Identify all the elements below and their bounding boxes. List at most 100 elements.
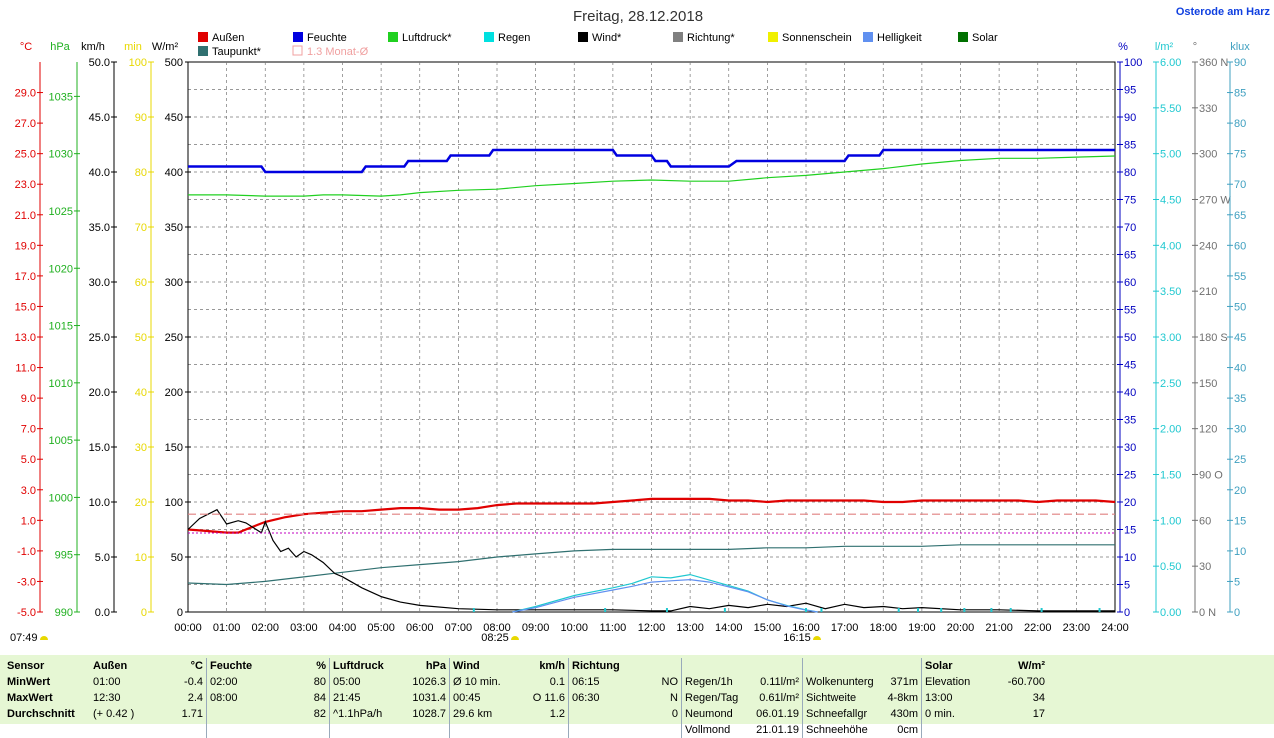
temp-tick-label: 21.0 xyxy=(15,210,36,222)
summary-cell-r-t xyxy=(568,722,645,738)
summary-cell-label: MinWert xyxy=(7,676,51,688)
direction-tick-label: 180 S xyxy=(1199,332,1228,344)
solar-tick-label: 150 xyxy=(165,442,183,454)
sun-icon xyxy=(40,636,48,640)
temp-tick-label: 15.0 xyxy=(15,301,36,313)
lux-tick-label: 75 xyxy=(1234,149,1246,161)
direction-tick-label: 0 N xyxy=(1199,607,1216,619)
lux-tick-label: 35 xyxy=(1234,393,1246,405)
humidity-tick-label: 95 xyxy=(1124,85,1136,97)
summary-cell-w-v: 0.1 xyxy=(549,676,565,688)
rain-tick-label: 0.00 xyxy=(1160,607,1181,619)
summary-cell-x1v: 0.11l/m² xyxy=(760,676,799,688)
summary-cell-label: MaxWert xyxy=(7,692,53,704)
lux-tick-label: 85 xyxy=(1234,88,1246,100)
time-tick-label: 03:00 xyxy=(290,622,318,634)
hdr-aussen: Außen xyxy=(93,660,128,672)
legend-swatch xyxy=(673,32,683,42)
solar-tick-label: 50 xyxy=(171,552,183,564)
summary-cell-r-v xyxy=(645,722,682,738)
summary-cell-l-v: 1026.3 xyxy=(412,676,446,688)
location-label: Osterode am Harz xyxy=(1176,6,1271,18)
lux-tick-label: 45 xyxy=(1234,332,1246,344)
legend-1-3-monat: 1.3 Monat-Ø xyxy=(292,45,369,58)
direction-tick-label: 90 O xyxy=(1199,470,1223,482)
time-tick-label: 07:00 xyxy=(445,622,473,634)
wind-tick-label: 35.0 xyxy=(89,222,110,234)
summary-cell-f-v: 82 xyxy=(313,708,326,720)
summary-cell-x2: Sichtweite xyxy=(802,690,881,706)
lux-tick-label: 65 xyxy=(1234,210,1246,222)
time-tick-label: 21:00 xyxy=(985,622,1013,634)
pressure-tick-label: 1025 xyxy=(49,206,73,218)
solar-tick-label: 250 xyxy=(165,332,183,344)
time-tick-label: 11:00 xyxy=(600,622,627,634)
sunrise-label: 08:25 xyxy=(481,632,509,644)
legend-label: Feuchte xyxy=(307,32,347,44)
sun-tick-label: 90 xyxy=(135,112,147,124)
summary-cell-w-t: 29.6 km xyxy=(449,706,518,722)
time-tick-label: 08:00 xyxy=(483,622,511,634)
series-wind xyxy=(187,508,1115,612)
sun-tick-label: 50 xyxy=(135,332,147,344)
hdr-extra1-val xyxy=(746,658,803,674)
lux-tick-label: 10 xyxy=(1234,546,1246,558)
axes: °C hPa km/h min W/m²% l/m² ° klux 29.0 27.0 25.0 23… xyxy=(10,41,1250,644)
sun-tick-label: 40 xyxy=(135,387,147,399)
legend-swatch xyxy=(198,46,208,56)
legend-swatch xyxy=(292,45,303,56)
hdr-richtung: Richtung xyxy=(568,658,645,674)
sun-tick-label: 0 xyxy=(141,607,147,619)
time-tick-label: 01:00 xyxy=(213,622,241,634)
legend-helligkeit: Helligkeit xyxy=(863,32,922,44)
summary-cell-s-v: 34 xyxy=(1032,692,1045,704)
summary-cell-r-v: N xyxy=(670,692,678,704)
temp-tick-label: 7.0 xyxy=(21,424,36,436)
summary-cell-x1: Regen/Tag xyxy=(681,690,746,706)
direction-tick-label: 210 xyxy=(1199,286,1217,298)
axis-unit-direction: ° xyxy=(1193,41,1197,53)
summary-cell-x2: Schneefallgr xyxy=(802,706,881,722)
summary-cell-a-t: 12:30 xyxy=(93,692,121,704)
axis-unit-pressure: hPa xyxy=(50,41,70,53)
series-taupunkt xyxy=(187,544,1115,586)
summary-cell-w-v: 1.2 xyxy=(549,708,565,720)
axis-unit-solar: W/m² xyxy=(152,41,179,53)
pressure-tick-label: 1000 xyxy=(49,492,73,504)
direction-tick-label: 120 xyxy=(1199,424,1217,436)
direction-tick-label: 240 xyxy=(1199,240,1217,252)
rain-tick-label: 0.50 xyxy=(1160,561,1181,573)
humidity-tick-label: 35 xyxy=(1124,415,1136,427)
summary-cell-r-t: 06:30 xyxy=(568,690,645,706)
wind-tick-label: 5.0 xyxy=(95,552,110,564)
legend: Außen Feuchte Luftdruck* Regen Wind* Richtung… xyxy=(198,32,998,58)
time-tick-label: 20:00 xyxy=(947,622,975,634)
legend-label: Taupunkt* xyxy=(212,46,262,58)
summary-cell-r-t: 06:15 xyxy=(568,674,645,690)
solar-tick-label: 200 xyxy=(165,387,183,399)
rain-tick-label: 6.00 xyxy=(1160,57,1181,69)
humidity-tick-label: 45 xyxy=(1124,360,1136,372)
sun-tick-label: 80 xyxy=(135,167,147,179)
summary-cell-s-v: -60.700 xyxy=(1007,676,1045,688)
hdr-feuchte: Feuchte xyxy=(206,658,285,674)
time-tick-label: 18:00 xyxy=(869,622,897,634)
legend-label: 1.3 Monat-Ø xyxy=(307,46,369,58)
summary-cell-w-v xyxy=(518,722,569,738)
legend-au-en: Außen xyxy=(198,32,244,44)
legend-solar: Solar xyxy=(958,32,998,44)
temp-tick-label: 27.0 xyxy=(15,118,36,130)
hdr-feuchte-unit: % xyxy=(316,660,326,672)
summary-cell-s-v xyxy=(992,722,1048,738)
time-tick-label: 24:00 xyxy=(1101,622,1129,634)
sunset-label: 16:15 xyxy=(783,632,811,644)
summary-cell-a-v xyxy=(156,722,207,738)
summary-cell-x2v: 4-8km xyxy=(887,692,918,704)
humidity-tick-label: 20 xyxy=(1124,497,1136,509)
temp-tick-label: 23.0 xyxy=(15,179,36,191)
temp-tick-label: 9.0 xyxy=(21,393,36,405)
lux-tick-label: 80 xyxy=(1234,118,1246,130)
legend-swatch xyxy=(863,32,873,42)
axis-unit-sun: min xyxy=(124,41,142,53)
legend-swatch xyxy=(484,32,494,42)
